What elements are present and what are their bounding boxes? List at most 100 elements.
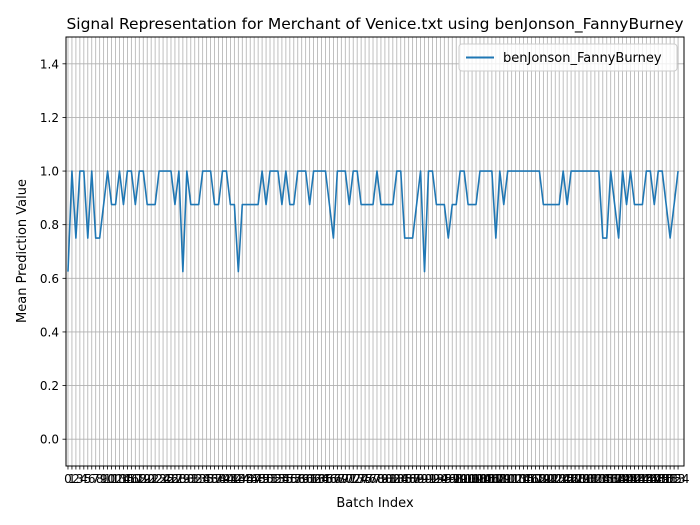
x-tick-label: 33 <box>191 472 206 486</box>
x-tick-label: 133 <box>583 472 606 486</box>
x-tick-label: 149 <box>647 472 670 486</box>
x-tick-label: 42 <box>227 472 242 486</box>
x-tick-label: 137 <box>599 472 622 486</box>
x-tick-label: 75 <box>357 472 372 486</box>
legend-box <box>458 43 678 72</box>
x-tick-label: 46 <box>243 472 258 486</box>
x-tick-label: 81 <box>381 472 396 486</box>
x-tick-label: 153 <box>663 472 686 486</box>
x-tick-label: 138 <box>603 472 626 486</box>
x-tick-label: 142 <box>619 472 642 486</box>
series-layer <box>67 170 679 273</box>
y-tick-label: 0.4 <box>40 325 59 339</box>
x-tick-label: 125 <box>552 472 575 486</box>
x-tick-label: 129 <box>568 472 591 486</box>
x-tick-label: 28 <box>171 472 186 486</box>
x-tick-label: 38 <box>211 472 226 486</box>
x-tick-label: 55 <box>278 472 293 486</box>
y-tick-label: 0.0 <box>40 433 59 447</box>
x-tick-label: 44 <box>235 472 250 486</box>
x-tick-label: 30 <box>179 472 194 486</box>
x-tick-label: 100 <box>453 472 476 486</box>
x-tick-label: 0 <box>64 472 72 486</box>
x-tick-label: 8 <box>96 472 104 486</box>
x-tick-label: 51 <box>262 472 277 486</box>
x-tick-label: 60 <box>298 472 313 486</box>
x-tick-label: 74 <box>353 472 368 486</box>
x-tick-label: 72 <box>346 472 361 486</box>
x-tick-label: 3 <box>76 472 84 486</box>
x-tick-label: 113 <box>504 472 527 486</box>
legend-entry-label: benJonson_FannyBurney <box>503 51 662 66</box>
x-tick-label: 27 <box>167 472 182 486</box>
x-tick-label: 141 <box>615 472 638 486</box>
y-axis-label: Mean Prediction Value <box>15 179 30 323</box>
x-tick-label: 10 <box>100 472 115 486</box>
x-tick-label: 126 <box>556 472 579 486</box>
x-tick-label: 102 <box>461 472 484 486</box>
x-tick-label: 19 <box>136 472 151 486</box>
x-tick-label: 9 <box>100 472 108 486</box>
chart-title: Signal Representation for Merchant of Ve… <box>66 15 683 34</box>
x-tick-label: 128 <box>564 472 587 486</box>
y-tick-label: 1.4 <box>40 57 59 71</box>
x-tick-label: 91 <box>421 472 436 486</box>
x-tick-label: 82 <box>385 472 400 486</box>
legend: benJonson_FannyBurney <box>458 43 678 72</box>
x-tick-label: 116 <box>516 472 539 486</box>
x-tick-label: 123 <box>544 472 567 486</box>
x-tick-label: 4 <box>80 472 88 486</box>
x-tick-label: 66 <box>322 472 337 486</box>
x-tick-label: 79 <box>373 472 388 486</box>
x-tick-label: 83 <box>389 472 404 486</box>
x-tick-label: 105 <box>472 472 495 486</box>
x-tick-label: 20 <box>140 472 155 486</box>
x-tick-label: 112 <box>500 472 523 486</box>
x-tick-label: 145 <box>631 472 654 486</box>
x-tick-label: 101 <box>457 472 480 486</box>
x-tick-label: 32 <box>187 472 202 486</box>
x-tick-label: 84 <box>393 472 408 486</box>
x-tick-label: 39 <box>215 472 230 486</box>
x-tick-label: 132 <box>579 472 602 486</box>
x-tick-label: 114 <box>508 472 531 486</box>
x-tick-label: 73 <box>350 472 365 486</box>
x-tick-label: 15 <box>120 472 135 486</box>
x-tick-label: 43 <box>231 472 246 486</box>
x-tick-label: 140 <box>611 472 634 486</box>
x-tick-label: 63 <box>310 472 325 486</box>
x-tick-label: 50 <box>258 472 273 486</box>
x-tick-label: 71 <box>342 472 357 486</box>
x-tick-label: 89 <box>413 472 428 486</box>
x-tick-label: 134 <box>587 472 610 486</box>
y-tick-label: 1.0 <box>40 165 59 179</box>
x-tick-label: 29 <box>175 472 190 486</box>
x-tick-label: 154 <box>667 472 690 486</box>
x-tick-label: 57 <box>286 472 301 486</box>
x-tick-label: 69 <box>334 472 349 486</box>
x-tick-label: 106 <box>476 472 499 486</box>
x-tick-label: 61 <box>302 472 317 486</box>
y-tick-label: 1.2 <box>40 111 59 125</box>
x-tick-label: 104 <box>469 472 492 486</box>
x-tick-label: 70 <box>338 472 353 486</box>
x-tick-label: 151 <box>655 472 678 486</box>
x-tick-label: 48 <box>250 472 265 486</box>
y-axis-ticks: 0.0 0.2 0.4 0.6 0.8 1.0 1.2 1.4 <box>40 57 66 447</box>
x-tick-label: 120 <box>532 472 555 486</box>
x-tick-label: 62 <box>306 472 321 486</box>
x-tick-label: 110 <box>492 472 515 486</box>
x-tick-label: 31 <box>183 472 198 486</box>
x-tick-label: 88 <box>409 472 424 486</box>
x-tick-label: 36 <box>203 472 218 486</box>
x-tick-label: 77 <box>365 472 380 486</box>
x-tick-label: 47 <box>247 472 262 486</box>
x-tick-label: 25 <box>159 472 174 486</box>
x-tick-label: 16 <box>124 472 139 486</box>
x-tick-label: 6 <box>88 472 96 486</box>
x-tick-label: 76 <box>361 472 376 486</box>
x-tick-label: 11 <box>104 472 119 486</box>
x-tick-label: 119 <box>528 472 551 486</box>
x-tick-label: 143 <box>623 472 646 486</box>
